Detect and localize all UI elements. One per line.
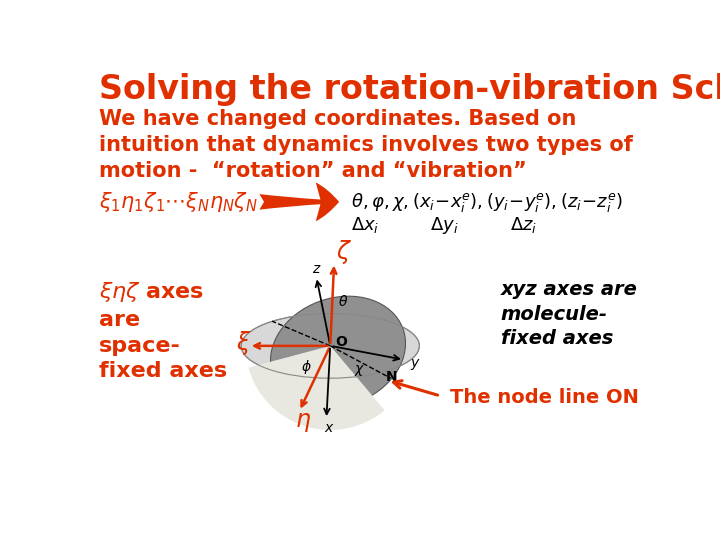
Text: x: x (325, 421, 333, 435)
Text: O: O (335, 335, 347, 349)
Text: The node line ON: The node line ON (449, 388, 639, 407)
Text: y: y (410, 356, 418, 370)
Ellipse shape (271, 296, 405, 408)
Text: $\xi_1\eta_1\zeta_1\cdots\xi_N\eta_N\zeta_N$: $\xi_1\eta_1\zeta_1\cdots\xi_N\eta_N\zet… (99, 190, 258, 214)
Text: We have changed coordinates. Based on
intuition that dynamics involves two types: We have changed coordinates. Based on in… (99, 110, 633, 181)
Text: Solving the rotation-vibration Sch. Eq.: Solving the rotation-vibration Sch. Eq. (99, 72, 720, 105)
Text: $\xi\eta\zeta$ axes
are
space-
fixed axes: $\xi\eta\zeta$ axes are space- fixed axe… (99, 280, 228, 381)
Ellipse shape (241, 314, 419, 378)
Text: $\theta$: $\theta$ (338, 294, 348, 309)
Text: N: N (386, 370, 397, 383)
Text: $\eta$: $\eta$ (295, 410, 312, 434)
Text: z: z (312, 262, 319, 276)
Text: $\phi$: $\phi$ (301, 359, 312, 376)
Text: $\theta,\varphi,\chi,(x_i\!-\!x_i^e),(y_i\!-\!y_i^e),(z_i\!-\!z_i^e)$: $\theta,\varphi,\chi,(x_i\!-\!x_i^e),(y_… (351, 192, 623, 215)
Wedge shape (248, 346, 384, 430)
Text: $\chi$: $\chi$ (354, 363, 365, 378)
Text: $\zeta$: $\zeta$ (336, 238, 351, 266)
Text: xyz axes are
molecule-
fixed axes: xyz axes are molecule- fixed axes (500, 280, 638, 348)
Text: $\xi$: $\xi$ (236, 329, 252, 357)
Text: $\Delta x_i \qquad\quad \Delta y_i \qquad\quad \Delta z_i$: $\Delta x_i \qquad\quad \Delta y_i \qqua… (351, 215, 538, 236)
